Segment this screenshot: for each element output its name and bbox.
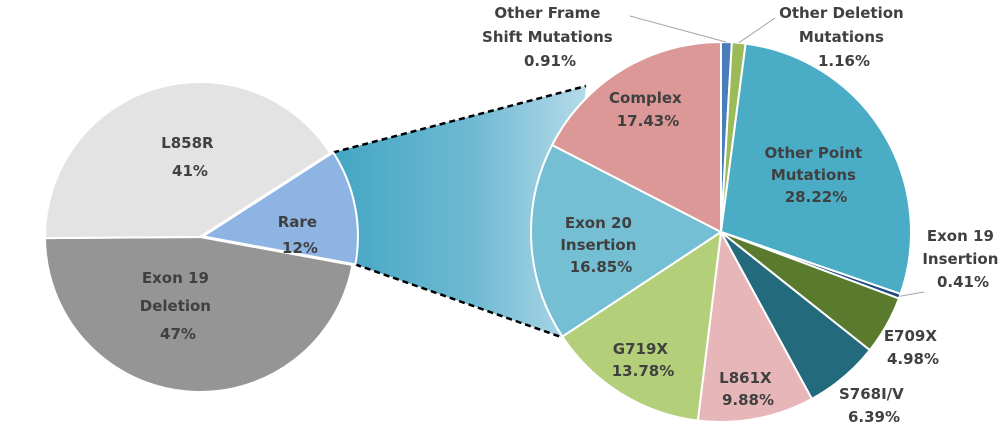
sub-slice-other-point-mutations — [719, 42, 912, 296]
label-exon19-deletion: Exon 19 Deletion 47% — [140, 269, 216, 343]
leader-lines — [629, 15, 925, 297]
connector-line-bottom — [354, 263, 562, 339]
leader-exon19-insertion — [899, 291, 925, 297]
label-other-deletion: Other Deletion Mutations 1.16% — [779, 4, 909, 70]
label-complex: Complex 17.43% — [609, 89, 687, 130]
sub-slice-exon-20-insertion — [530, 143, 723, 338]
sub-slice-complex — [550, 40, 722, 234]
connector-line-top — [332, 84, 587, 154]
main-slice-rare — [200, 151, 359, 266]
leader-other-frame-shift — [629, 15, 727, 43]
label-rare: Rare 12% — [278, 213, 322, 257]
label-other-point: Other Point Mutations 28.22% — [765, 144, 868, 206]
label-other-frame-shift: Other Frame Shift Mutations 0.91% — [482, 4, 618, 70]
label-s768: S768I/V 6.39% — [839, 385, 909, 426]
label-exon19-insertion: Exon 19 Insertion 0.41% — [922, 227, 1003, 291]
connector-fill — [333, 86, 586, 337]
sub-pie — [530, 40, 912, 423]
main-slice-exon-19-deletion — [43, 235, 354, 393]
connector-band — [332, 84, 587, 339]
label-l861x: L861X 9.88% — [719, 369, 777, 409]
label-g719x: G719X 13.78% — [612, 340, 674, 380]
sub-slice-l861x — [696, 228, 814, 423]
label-exon20-insertion: Exon 20 Insertion 16.85% — [560, 214, 641, 276]
main-pie — [43, 81, 359, 393]
main-slice-l858r — [43, 81, 332, 240]
label-e709x: E709X 4.98% — [884, 327, 942, 368]
leader-other-deletion — [738, 17, 776, 44]
label-l858r: L858R 41% — [161, 134, 219, 180]
sub-slice-g719x — [560, 229, 723, 422]
